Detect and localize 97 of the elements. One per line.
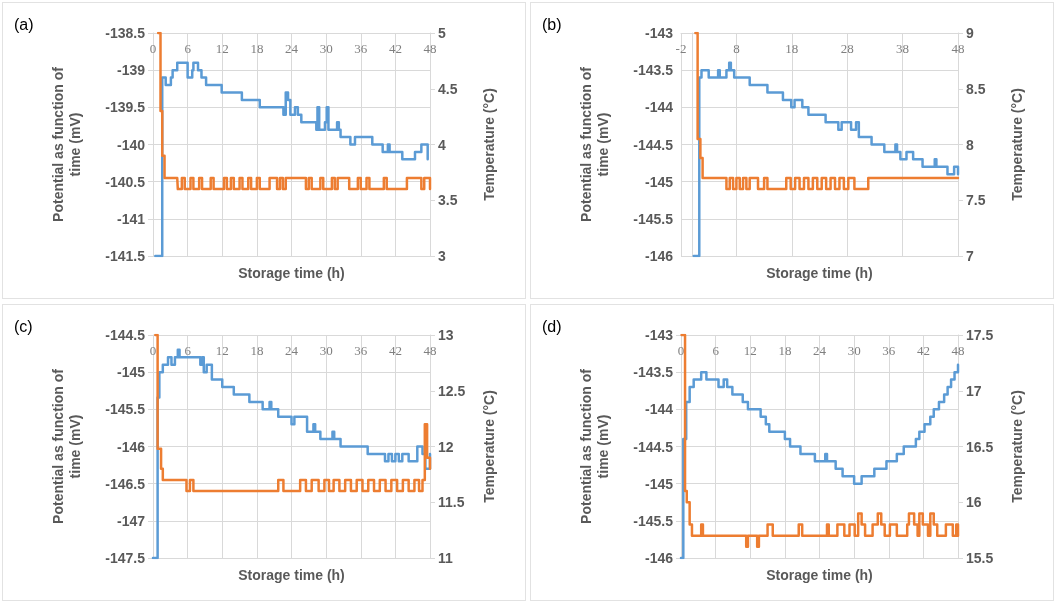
x-tick-label: 18 xyxy=(250,343,264,358)
x-axis-title: Storage time (h) xyxy=(238,567,345,583)
y-tick-label: -143 xyxy=(644,327,674,343)
x-tick-label: 12 xyxy=(215,41,229,56)
y2-tick-label: 7 xyxy=(966,248,974,264)
y-tick-label: -147 xyxy=(116,512,146,529)
x-tick-label: 30 xyxy=(847,343,861,358)
y2-tick-label: 7.5 xyxy=(966,192,986,209)
y2-tick-label: 4.5 xyxy=(438,80,458,97)
x-tick-label: 24 xyxy=(813,343,827,358)
y-tick-label: -144.5 xyxy=(633,438,674,455)
x-tick-label: 8 xyxy=(733,41,740,56)
y2-axis-title: Temperature (°C) xyxy=(1008,390,1025,503)
x-tick-label: 48 xyxy=(951,343,965,358)
y-tick-label: -145 xyxy=(644,475,674,492)
x-tick-label: 24 xyxy=(285,41,299,56)
x-tick-label: 36 xyxy=(882,343,896,358)
text: (d) xyxy=(542,317,562,335)
y-tick-label: -138.5 xyxy=(105,25,146,41)
x-tick-label: 18 xyxy=(250,41,264,56)
y-tick-label: -146.5 xyxy=(105,475,146,492)
y2-tick-label: 16 xyxy=(966,494,982,511)
y2-tick-label: 17.5 xyxy=(966,327,994,343)
y2-tick-label: 3 xyxy=(438,248,446,264)
y2-tick-label: 12.5 xyxy=(438,382,466,399)
text: (a) xyxy=(14,15,34,33)
y-tick-label: -144 xyxy=(644,401,674,418)
x-tick-label: 48 xyxy=(951,41,965,56)
x-axis-title: Storage time (h) xyxy=(766,265,873,281)
x-tick-label: 42 xyxy=(916,343,930,358)
x-tick-label: 0 xyxy=(149,41,157,56)
y-axis-title: Potential as function of time (mV) xyxy=(49,368,83,524)
y2-axis-title: Temperature (°C) xyxy=(480,390,497,503)
y2-tick-label: 13 xyxy=(438,327,454,343)
x-tick-label: 48 xyxy=(423,343,437,358)
y-tick-label: -139.5 xyxy=(105,99,146,116)
text: (b) xyxy=(542,15,562,33)
x-tick-label: 12 xyxy=(215,343,229,358)
y-tick-label: -145.5 xyxy=(105,401,146,418)
y-axis-title: Potential as function of time (mV) xyxy=(49,66,83,222)
x-tick-label: 0 xyxy=(149,343,157,358)
y2-tick-label: 9 xyxy=(966,25,974,41)
x-tick-label: 36 xyxy=(354,41,368,56)
x-tick-label: 42 xyxy=(388,343,402,358)
y-tick-label: -145 xyxy=(116,364,146,381)
x-tick-label: 18 xyxy=(778,343,792,358)
y-axis-title: Potential as function of time (mV) xyxy=(577,368,611,524)
y-tick-label: -144.5 xyxy=(105,327,146,343)
x-axis-title: Storage time (h) xyxy=(238,265,345,281)
x-tick-label: 12 xyxy=(743,343,757,358)
y2-tick-label: 16.5 xyxy=(966,438,994,455)
y-tick-label: -139 xyxy=(116,62,146,79)
x-tick-label: 6 xyxy=(184,41,192,56)
y-tick-label: -146 xyxy=(644,248,674,264)
y2-axis-title: Temperature (°C) xyxy=(1008,88,1025,201)
x-tick-label: 30 xyxy=(319,343,333,358)
y2-tick-label: 17 xyxy=(966,382,982,399)
y-tick-label: -143.5 xyxy=(633,62,674,79)
y-tick-label: -144.5 xyxy=(633,136,674,153)
y2-tick-label: 11.5 xyxy=(438,494,465,511)
y2-axis-title: Temperature (°C) xyxy=(480,88,497,201)
y-tick-label: -147.5 xyxy=(105,550,146,566)
y2-tick-label: 12 xyxy=(438,438,454,455)
y-tick-label: -145 xyxy=(644,173,674,190)
x-tick-label: 24 xyxy=(285,343,299,358)
x-tick-label: 36 xyxy=(354,343,368,358)
y-tick-label: -145.5 xyxy=(633,210,674,227)
text: (c) xyxy=(14,317,33,335)
x-tick-label: 30 xyxy=(319,41,333,56)
x-tick-label: 42 xyxy=(388,41,402,56)
y-tick-label: -145.5 xyxy=(633,512,674,529)
x-tick-label: 38 xyxy=(896,41,910,56)
y-tick-label: -146 xyxy=(644,550,674,566)
y-tick-label: -140.5 xyxy=(105,173,146,190)
x-tick-label: 6 xyxy=(712,343,720,358)
y2-tick-label: 4 xyxy=(438,136,446,153)
y2-tick-label: 5 xyxy=(438,25,446,41)
y-tick-label: -143.5 xyxy=(633,364,674,381)
x-tick-label: 0 xyxy=(677,343,685,358)
x-axis-title: Storage time (h) xyxy=(766,567,873,583)
y2-tick-label: 8 xyxy=(966,136,974,153)
y-tick-label: -143 xyxy=(644,25,674,41)
y-axis-title: Potential as function of time (mV) xyxy=(577,66,611,222)
y-tick-label: -141.5 xyxy=(105,248,146,264)
y-tick-label: -144 xyxy=(644,99,674,116)
x-tick-label: 6 xyxy=(184,343,192,358)
y2-tick-label: 3.5 xyxy=(438,192,458,209)
y2-tick-label: 15.5 xyxy=(966,550,994,566)
y-tick-label: -141 xyxy=(116,210,146,227)
y-tick-label: -140 xyxy=(116,136,146,153)
y2-tick-label: 8.5 xyxy=(966,80,986,97)
y-tick-label: -146 xyxy=(116,438,146,455)
x-tick-label: 18 xyxy=(785,41,799,56)
y2-tick-label: 11 xyxy=(438,550,454,566)
x-tick-label: 28 xyxy=(840,41,854,56)
x-tick-label: -2 xyxy=(675,41,687,56)
x-tick-label: 48 xyxy=(423,41,437,56)
